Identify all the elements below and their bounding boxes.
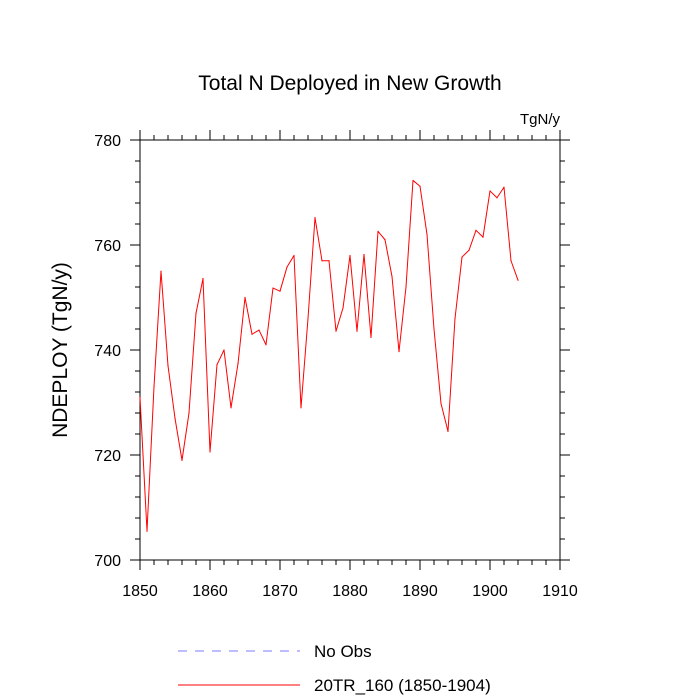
data-point [419, 185, 421, 187]
y-tick-label: 700 [94, 553, 121, 570]
data-point [223, 349, 225, 351]
y-tick-label: 720 [94, 448, 121, 465]
data-point [447, 430, 449, 432]
data-point [370, 336, 372, 338]
data-point [216, 364, 218, 366]
data-point [391, 275, 393, 278]
data-point [167, 365, 169, 367]
data-point [468, 249, 470, 251]
data-point [279, 290, 281, 292]
x-tick-label: 1850 [122, 583, 158, 600]
data-point [489, 190, 491, 192]
data-point [237, 363, 239, 365]
chart-title: Total N Deployed in New Growth [198, 72, 501, 95]
data-point [160, 270, 162, 272]
y-tick-label: 740 [94, 343, 121, 360]
data-point [244, 296, 246, 299]
data-point [510, 260, 512, 262]
data-point [461, 256, 463, 258]
data-point [251, 333, 253, 335]
data-point [195, 312, 197, 314]
plot-frame [139, 139, 561, 561]
x-tick-label: 1870 [262, 583, 298, 600]
y-tick-label: 760 [94, 238, 121, 255]
data-point [265, 344, 267, 346]
data-point [321, 260, 323, 262]
data-point [181, 459, 183, 461]
data-point [146, 530, 148, 532]
x-tick-label: 1880 [332, 583, 368, 600]
data-point [377, 230, 379, 232]
legend-label: 20TR_160 (1850-1904) [314, 676, 491, 695]
data-point [300, 407, 302, 409]
data-point [272, 287, 274, 289]
data-point [482, 236, 484, 238]
data-point [398, 350, 400, 353]
data-point [356, 330, 358, 332]
data-point [349, 254, 351, 257]
series-line [139, 179, 519, 532]
data-point [328, 260, 330, 262]
data-point [335, 330, 337, 332]
data-point [286, 266, 288, 268]
data-point [209, 451, 211, 453]
y-tick-label: 780 [94, 133, 121, 150]
x-tick-label: 1890 [402, 583, 438, 600]
units-label: TgN/y [520, 111, 561, 128]
axis-tick-labels: 1850 1860 1870 1880 1890 1900 1910 700 720 740 760… [94, 133, 578, 600]
data-point [202, 278, 204, 280]
data-point [412, 179, 414, 182]
data-point [188, 412, 190, 414]
series-layer [139, 179, 519, 532]
data-point [496, 197, 498, 199]
y-axis-label: NDEPLOY (TgN/y) [49, 262, 72, 438]
x-tick-label: 1860 [192, 583, 228, 600]
data-point [230, 407, 232, 409]
data-point [433, 328, 435, 330]
legend: No Obs 20TR_160 (1850-1904) [178, 642, 491, 695]
data-point [517, 279, 519, 281]
data-point [454, 317, 456, 320]
data-point [503, 186, 505, 188]
data-point [440, 402, 442, 405]
data-point [475, 229, 477, 231]
data-point [314, 217, 316, 219]
data-point [258, 329, 260, 331]
data-point [342, 307, 344, 309]
x-tick-label: 1910 [542, 583, 578, 600]
data-point [426, 233, 428, 236]
data-point [153, 386, 155, 388]
data-point [293, 254, 295, 257]
data-point [384, 239, 386, 241]
legend-label: No Obs [314, 642, 372, 661]
data-point [307, 317, 309, 320]
data-point [174, 417, 176, 419]
data-point [363, 253, 365, 256]
data-point [405, 286, 407, 288]
data-point [139, 396, 141, 398]
x-tick-label: 1900 [472, 583, 508, 600]
axis-ticks [130, 130, 570, 570]
